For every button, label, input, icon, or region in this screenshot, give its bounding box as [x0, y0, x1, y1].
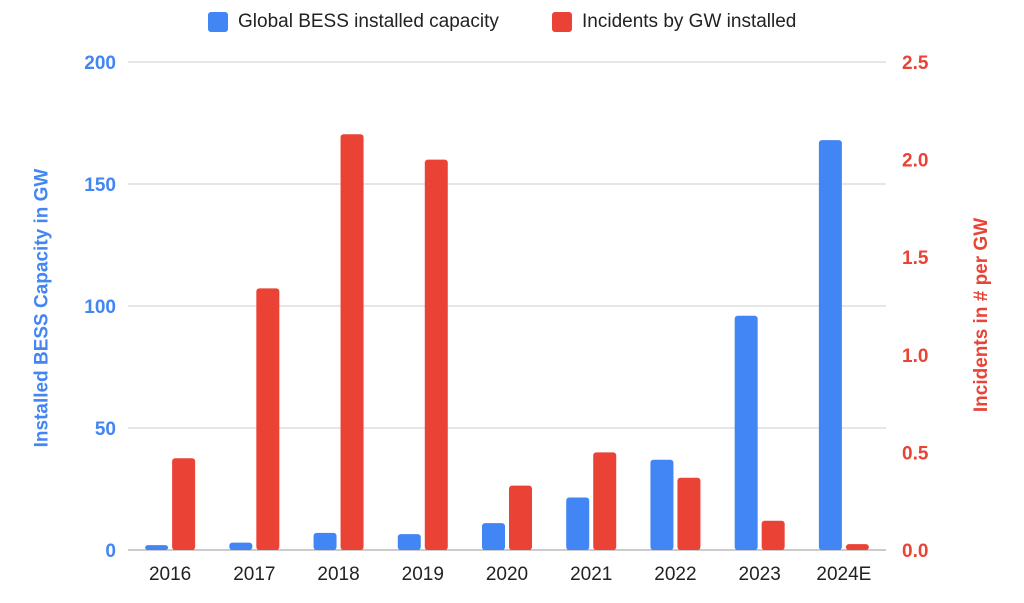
x-tick-label: 2022 — [654, 564, 696, 585]
bar-capacity — [229, 542, 253, 550]
legend-swatch-capacity — [208, 12, 228, 32]
x-tick-label: 2017 — [233, 564, 275, 585]
bar-capacity — [145, 545, 169, 550]
bar-incidents — [593, 452, 617, 550]
x-tick-label: 2016 — [149, 564, 191, 585]
legend-label-incidents: Incidents by GW installed — [582, 11, 797, 32]
bar-incidents — [256, 288, 280, 550]
bar-capacity — [734, 315, 758, 550]
bar-incidents — [509, 485, 532, 550]
y-right-tick-label: 0.0 — [902, 541, 928, 562]
y-left-tick-label: 0 — [105, 541, 116, 562]
bar-incidents — [172, 458, 196, 550]
x-tick-label: 2023 — [739, 564, 781, 585]
x-tick-label: 2020 — [486, 564, 528, 585]
bar-incidents — [424, 159, 448, 550]
bar-incidents — [761, 520, 785, 550]
legend: Global BESS installed capacity Incidents… — [0, 8, 1024, 36]
legend-label-capacity: Global BESS installed capacity — [238, 11, 499, 32]
y-right-tick-label: 0.5 — [902, 443, 929, 464]
y-left-tick-label: 50 — [95, 419, 116, 440]
bar-capacity — [313, 532, 337, 550]
y-axis-right-label: Incidents in # per GW — [971, 217, 993, 413]
bar-incidents — [340, 134, 364, 550]
bar-incidents — [677, 477, 701, 550]
y-right-tick-label: 1.0 — [902, 346, 928, 367]
bar-capacity — [397, 534, 421, 550]
y-left-tick-label: 150 — [84, 175, 116, 196]
x-tick-label: 2024E — [816, 564, 871, 585]
y-right-tick-label: 1.5 — [902, 248, 929, 269]
x-tick-label: 2018 — [317, 564, 359, 585]
y-left-tick-label: 200 — [84, 53, 116, 74]
y-right-tick-label: 2.5 — [902, 53, 929, 74]
bar-capacity — [482, 523, 505, 550]
bar-capacity — [650, 459, 674, 550]
y-right-tick-label: 2.0 — [902, 151, 928, 172]
legend-item-incidents: Incidents by GW installed — [552, 8, 796, 36]
x-tick-label: 2019 — [402, 564, 444, 585]
bar-capacity — [818, 140, 842, 550]
bar-incidents — [845, 544, 869, 550]
y-left-tick-label: 100 — [84, 297, 116, 318]
legend-swatch-incidents — [552, 12, 572, 32]
x-tick-label: 2021 — [570, 564, 612, 585]
y-axis-left-label: Installed BESS Capacity in GW — [30, 168, 52, 448]
bar-capacity — [566, 497, 590, 550]
legend-item-capacity: Global BESS installed capacity — [208, 8, 499, 36]
